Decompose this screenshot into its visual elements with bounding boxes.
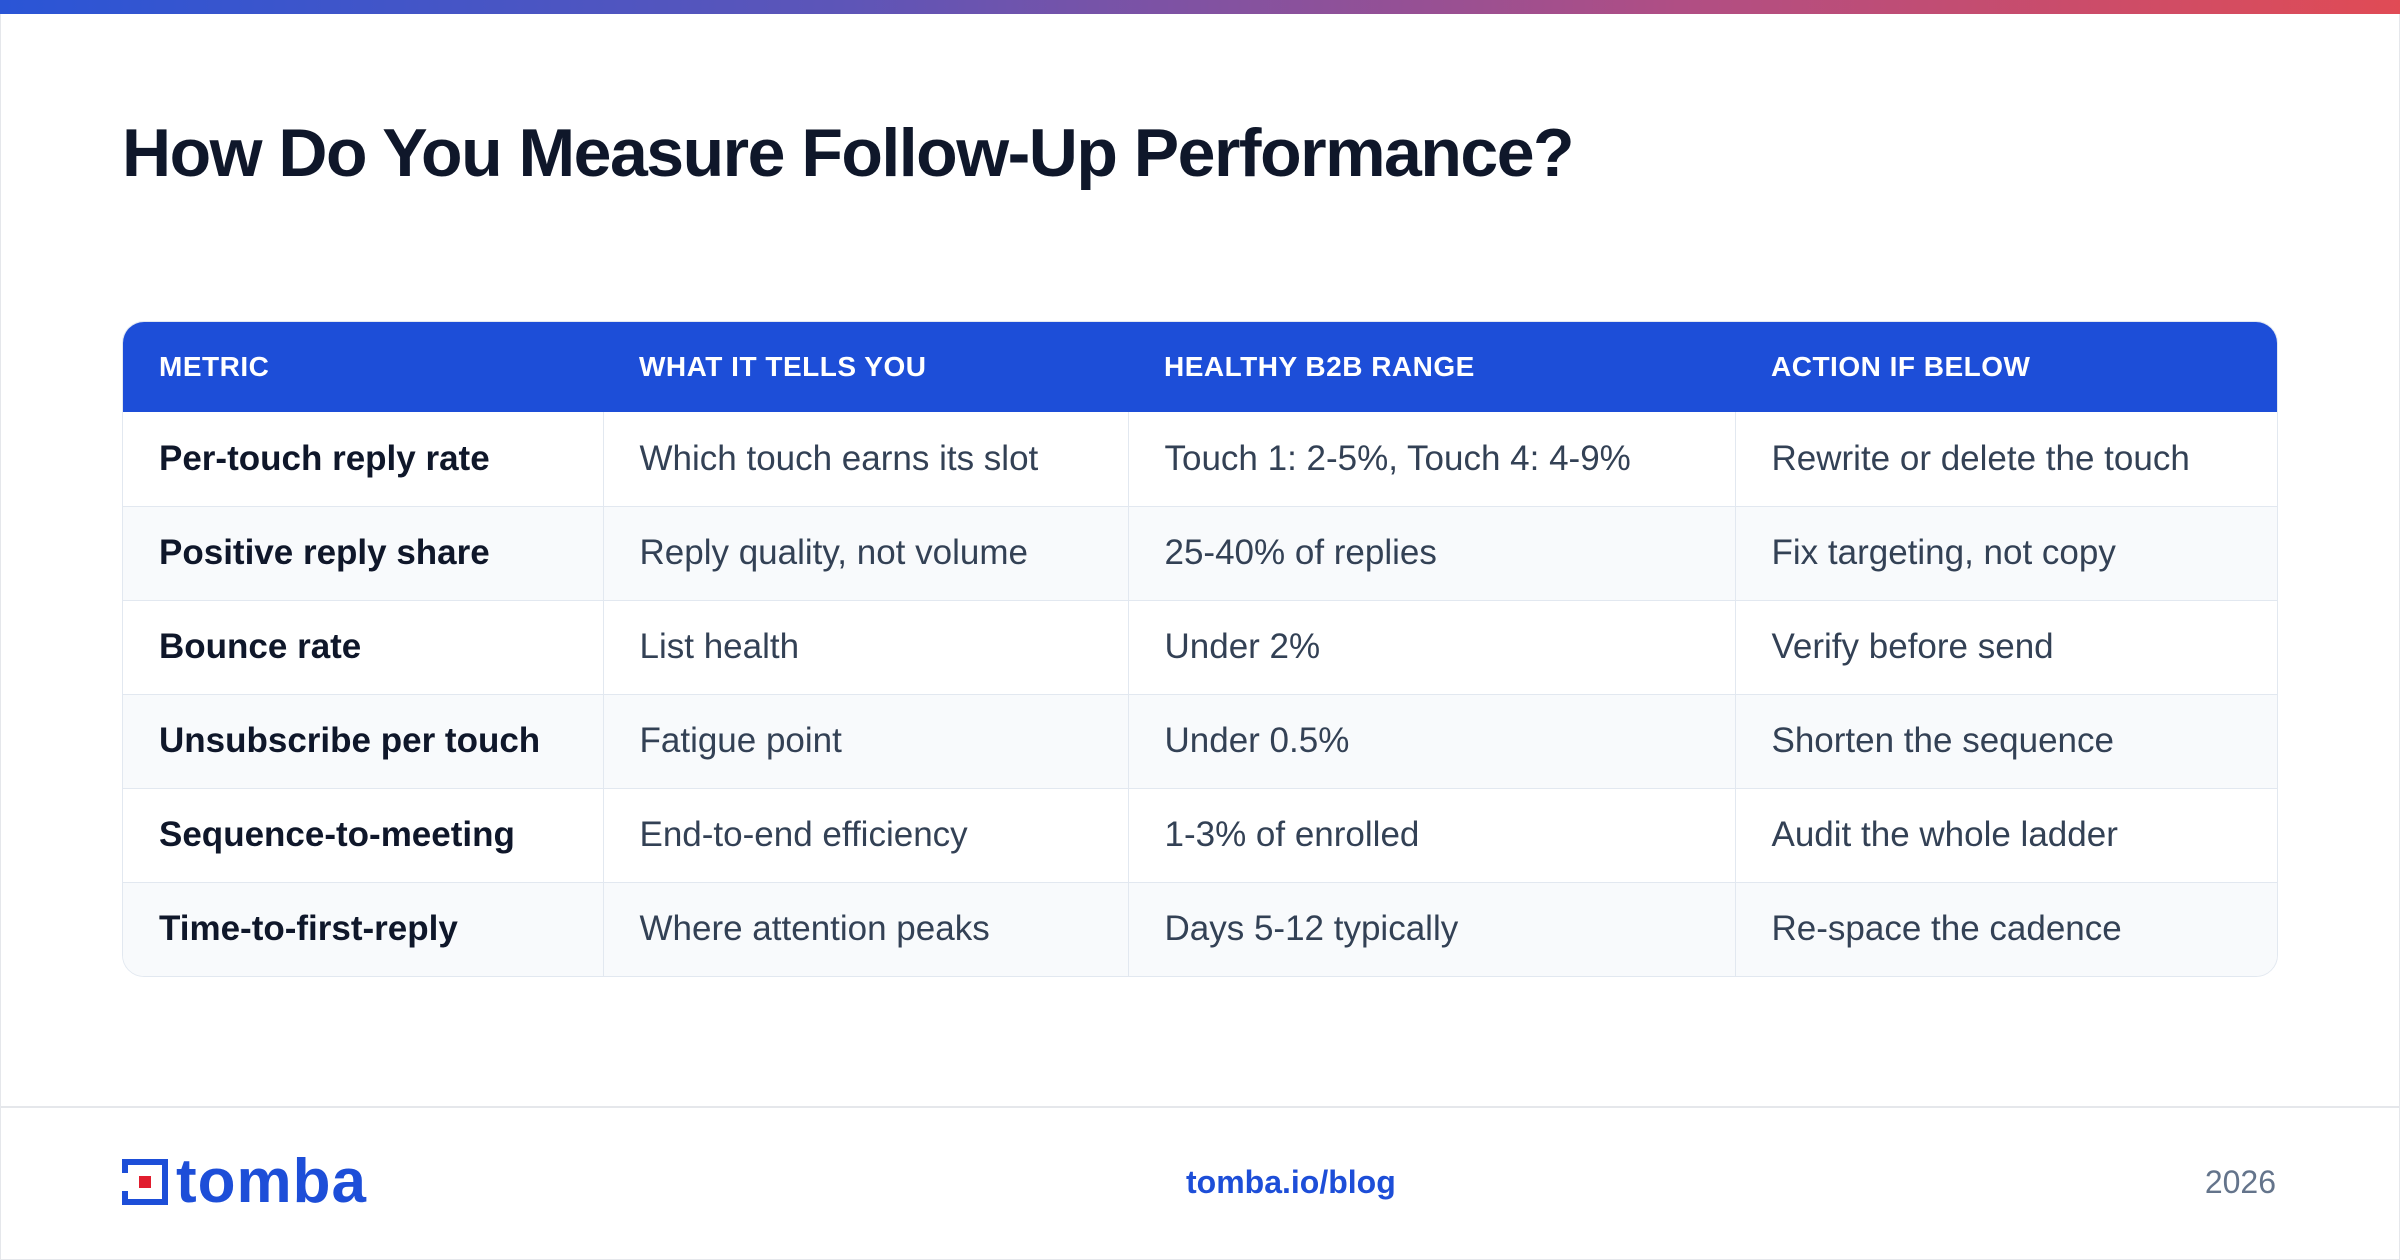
cell-metric: Per-touch reply rate (159, 438, 490, 478)
cell-metric: Positive reply share (123, 505, 603, 600)
cell-meaning: Where attention peaks (602, 881, 1128, 976)
logo-wordmark: tomba (176, 1147, 367, 1216)
header-metric: METRIC (159, 351, 270, 382)
cell-range: Under 2% (1127, 599, 1735, 694)
cell-range: 1-3% of enrolled (1127, 787, 1735, 882)
cell-action: Shorten the sequence (1734, 693, 2277, 788)
header-what-it-tells-you: WHAT IT TELLS YOU (639, 351, 927, 382)
cell-metric: Time-to-first-reply (123, 881, 603, 976)
cell-meaning: Fatigue point (602, 693, 1128, 788)
cell-range: 25-40% of replies (1127, 505, 1735, 600)
tomba-logo[interactable]: tomba (122, 1147, 367, 1216)
footer-year: 2026 (2204, 1164, 2276, 1200)
cell-action: Rewrite or delete the touch (1734, 412, 2277, 506)
cell-action: Re-space the cadence (1734, 881, 2277, 976)
header-action: ACTION IF BELOW (1771, 351, 2031, 382)
cell-metric: Bounce rate (123, 599, 603, 694)
cell-meaning: List health (602, 599, 1128, 694)
cell-meaning: Which touch earns its slot (602, 412, 1128, 506)
metrics-table: METRIC WHAT IT TELLS YOU HEALTHY B2B RAN… (122, 321, 2278, 977)
table-row: Positive reply share Reply quality, not … (123, 505, 2277, 600)
cell-action: Verify before send (1734, 599, 2277, 694)
table-row: Unsubscribe per touch Fatigue point Unde… (123, 693, 2277, 788)
table-row: Time-to-first-reply Where attention peak… (123, 881, 2277, 976)
cell-meaning: End-to-end efficiency (602, 787, 1128, 882)
gradient-top-bar (0, 0, 2400, 14)
cell-action: Fix targeting, not copy (1734, 505, 2277, 600)
cell-metric: Unsubscribe per touch (123, 693, 603, 788)
table-row: Sequence-to-meeting End-to-end efficienc… (123, 787, 2277, 882)
tomba-logo-icon (122, 1159, 168, 1205)
cell-range: Days 5-12 typically (1127, 881, 1735, 976)
table-row: Per-touch reply rate Which touch earns i… (123, 412, 2277, 506)
cell-range: Under 0.5% (1127, 693, 1735, 788)
table-row: Bounce rate List health Under 2% Verify … (123, 599, 2277, 694)
cell-range: Touch 1: 2-5%, Touch 4: 4-9% (1127, 412, 1735, 506)
table-header-row: METRIC WHAT IT TELLS YOU HEALTHY B2B RAN… (123, 322, 2277, 412)
blog-link[interactable]: tomba.io/blog (1186, 1164, 1396, 1200)
cell-action: Audit the whole ladder (1734, 787, 2277, 882)
header-healthy-range: HEALTHY B2B RANGE (1164, 351, 1475, 382)
cell-metric: Sequence-to-meeting (123, 787, 603, 882)
footer-divider (0, 1106, 2400, 1108)
cell-meaning: Reply quality, not volume (602, 505, 1128, 600)
page-title: How Do You Measure Follow-Up Performance… (122, 115, 1575, 191)
